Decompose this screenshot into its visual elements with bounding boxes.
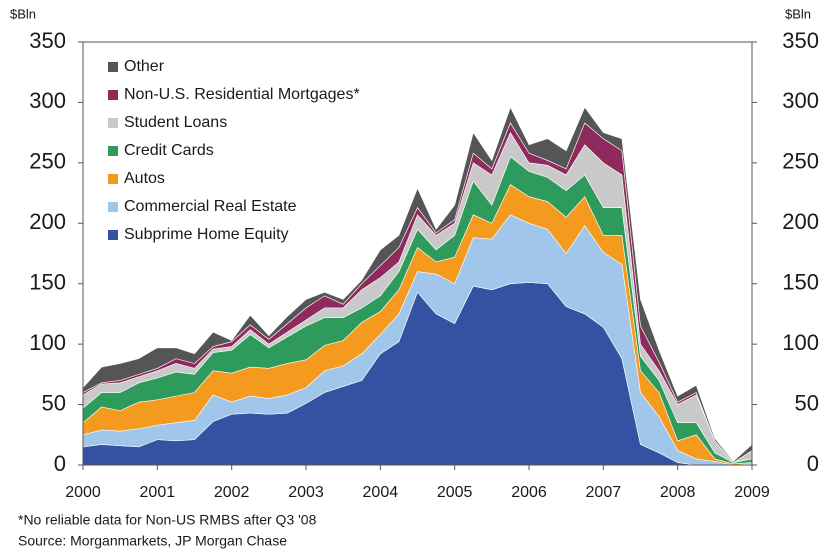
- legend-swatch: [108, 90, 118, 100]
- legend-swatch: [108, 62, 118, 72]
- y-tick-label: 250: [29, 149, 66, 174]
- x-tick-label: 2009: [734, 484, 770, 501]
- y-tick-label: 50: [42, 390, 66, 415]
- legend-swatch: [108, 174, 118, 184]
- x-tick-label: 2008: [660, 484, 696, 501]
- plot-frame: [82, 41, 753, 466]
- x-tick-label: 2007: [586, 484, 622, 501]
- y2-tick-label: 200: [782, 209, 819, 234]
- footnote: *No reliable data for Non-US RMBS after …: [18, 512, 317, 528]
- y2-tick-label: 150: [782, 270, 819, 295]
- y-tick-label: 300: [29, 88, 66, 113]
- x-tick-label: 2004: [363, 484, 399, 501]
- y-axis-label: $Bln: [10, 6, 36, 21]
- y2-tick-label: 0: [807, 451, 819, 476]
- legend-label: Other: [124, 58, 165, 75]
- x-tick-label: 2000: [65, 484, 101, 501]
- x-tick-label: 2005: [437, 484, 473, 501]
- legend-label: Student Loans: [124, 114, 227, 131]
- y2-tick-label: 50: [795, 390, 819, 415]
- legend-swatch: [108, 230, 118, 240]
- x-tick-label: 2003: [288, 484, 324, 501]
- legend-label: Non-U.S. Residential Mortgages*: [124, 86, 360, 103]
- y-tick-label: 150: [29, 270, 66, 295]
- y2-tick-label: 350: [782, 28, 819, 53]
- legend-label: Commercial Real Estate: [124, 198, 297, 215]
- y2-tick-label: 300: [782, 88, 819, 113]
- x-tick-label: 2002: [214, 484, 250, 501]
- x-tick-label: 2001: [140, 484, 176, 501]
- source-note: Source: Morganmarkets, JP Morgan Chase: [18, 533, 287, 549]
- y2-tick-label: 250: [782, 149, 819, 174]
- y-tick-label: 100: [29, 330, 66, 355]
- legend-label: Subprime Home Equity: [124, 226, 289, 243]
- legend-swatch: [108, 118, 118, 128]
- legend-label: Autos: [124, 170, 165, 187]
- y-tick-label: 350: [29, 28, 66, 53]
- y-tick-label: 0: [54, 451, 66, 476]
- x-tick-label: 2006: [511, 484, 547, 501]
- y2-axis-label: $Bln: [785, 6, 811, 21]
- legend-swatch: [108, 146, 118, 156]
- y-tick-label: 200: [29, 209, 66, 234]
- y2-tick-label: 100: [782, 330, 819, 355]
- legend-label: Credit Cards: [124, 142, 214, 159]
- legend-swatch: [108, 202, 118, 212]
